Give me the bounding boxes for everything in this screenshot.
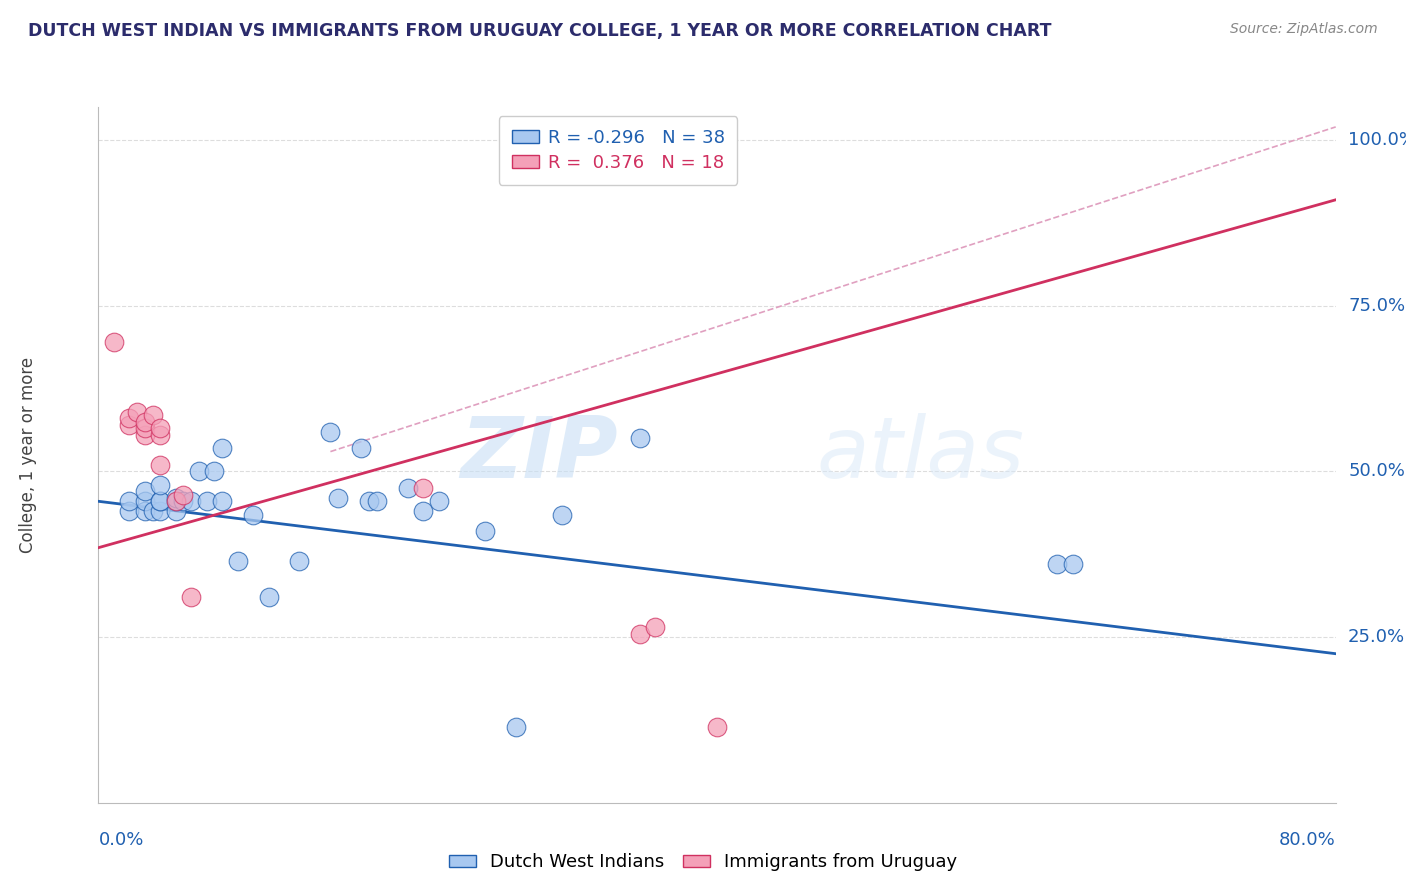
Text: atlas: atlas (815, 413, 1024, 497)
Point (149, 504, 172, 518)
Point (195, 494, 218, 508)
Point (149, 477, 172, 491)
Point (165, 494, 187, 508)
Point (165, 494, 187, 508)
Point (412, 481, 434, 495)
Point (357, 494, 380, 508)
Point (134, 421, 156, 435)
Point (628, 431, 651, 445)
Point (288, 554, 311, 568)
Text: 75.0%: 75.0% (1348, 297, 1405, 315)
Point (172, 494, 194, 508)
Point (141, 504, 165, 518)
Point (551, 508, 574, 522)
Point (165, 504, 187, 518)
Point (141, 408, 165, 422)
Point (149, 428, 172, 442)
Point (226, 554, 249, 568)
Text: 0.0%: 0.0% (98, 830, 143, 848)
Point (211, 494, 233, 508)
Point (326, 491, 350, 505)
Point (505, 720, 527, 734)
Point (188, 465, 211, 479)
Text: Source: ZipAtlas.com: Source: ZipAtlas.com (1230, 22, 1378, 37)
Point (134, 484, 156, 499)
Point (644, 620, 666, 634)
Point (134, 504, 156, 518)
Point (211, 442, 233, 456)
Text: 80.0%: 80.0% (1279, 830, 1336, 848)
Text: 100.0%: 100.0% (1348, 131, 1406, 149)
Point (350, 442, 373, 456)
Point (149, 458, 172, 472)
Point (134, 428, 156, 442)
Point (149, 421, 172, 435)
Text: DUTCH WEST INDIAN VS IMMIGRANTS FROM URUGUAY COLLEGE, 1 YEAR OR MORE CORRELATION: DUTCH WEST INDIAN VS IMMIGRANTS FROM URU… (28, 22, 1052, 40)
Point (1046, 558, 1069, 572)
Point (319, 425, 342, 439)
Legend: R = -0.296   N = 38, R =  0.376   N = 18: R = -0.296 N = 38, R = 0.376 N = 18 (499, 116, 737, 185)
Point (474, 524, 496, 538)
Point (134, 415, 156, 429)
Point (366, 494, 388, 508)
Point (127, 405, 149, 419)
Point (242, 508, 264, 522)
Text: ZIP: ZIP (460, 413, 619, 497)
Point (118, 418, 141, 433)
Text: 25.0%: 25.0% (1348, 628, 1405, 646)
Point (628, 627, 651, 641)
Text: 50.0%: 50.0% (1348, 462, 1405, 481)
Point (118, 411, 141, 425)
Point (204, 465, 226, 479)
Point (706, 720, 728, 734)
Point (180, 494, 202, 508)
Point (103, 335, 125, 350)
Point (396, 481, 419, 495)
Legend: Dutch West Indians, Immigrants from Uruguay: Dutch West Indians, Immigrants from Urug… (441, 847, 965, 879)
Point (149, 494, 172, 508)
Point (118, 504, 141, 518)
Text: College, 1 year or more: College, 1 year or more (18, 357, 37, 553)
Point (118, 494, 141, 508)
Point (149, 494, 172, 508)
Point (165, 491, 187, 505)
Point (180, 591, 202, 605)
Point (257, 591, 280, 605)
Point (134, 494, 156, 508)
Point (427, 494, 450, 508)
Point (172, 488, 194, 502)
Point (412, 504, 434, 518)
Point (1062, 558, 1084, 572)
